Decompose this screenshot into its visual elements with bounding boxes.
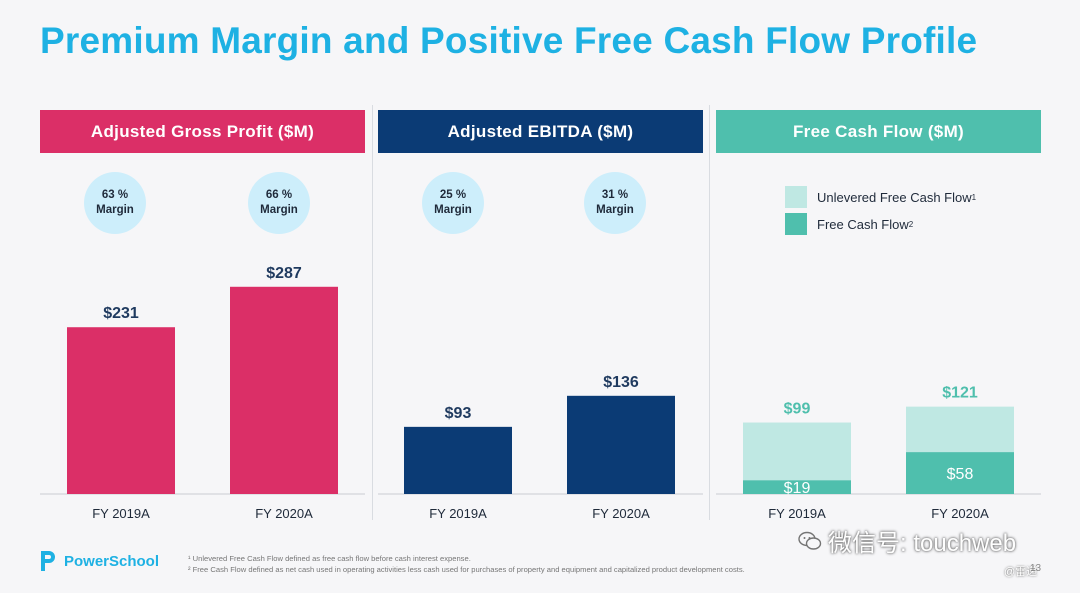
gross-profit-value-label-0: $231	[103, 305, 139, 322]
gross-profit-panel: Adjusted Gross Profit ($M)	[40, 110, 365, 520]
ebitda-margin-2020-value: 31 %	[601, 189, 629, 201]
gross-profit-bar-0	[67, 327, 175, 494]
ebitda-margin-2020-circle: 31 % Margin	[584, 172, 646, 234]
fcf-ufcf-value-label-0: $99	[784, 401, 811, 418]
ebitda-margin-2020-label: Margin	[596, 204, 634, 216]
ebitda-panel: Adjusted EBITDA ($M)	[378, 110, 703, 520]
wechat-watermark: 微信号: touchweb	[798, 523, 1016, 558]
footnotes: ¹ Unlevered Free Cash Flow defined as fr…	[188, 553, 745, 575]
divider-2	[709, 105, 710, 520]
fcf-header: Free Cash Flow ($M)	[716, 110, 1041, 153]
legend-fcf-swatch	[785, 213, 807, 235]
gross-margin-2019-value: 63 %	[101, 189, 129, 201]
logo-text: PowerSchool	[64, 552, 160, 570]
gross-profit-category-label-1: FY 2020A	[255, 506, 313, 521]
ebitda-bar-1	[567, 395, 675, 494]
fcf-fcf-bar-1	[906, 452, 1014, 494]
legend-fcf-label: Free Cash Flow	[817, 216, 909, 232]
slide-title: Premium Margin and Positive Free Cash Fl…	[40, 20, 978, 61]
fcf-panel: Free Cash Flow ($M)	[716, 110, 1041, 520]
watermark-sub: @雷递	[1004, 566, 1038, 578]
legend-fcf: Free Cash Flow 2	[785, 213, 913, 235]
ebitda-margin-2019-value: 25 %	[439, 189, 467, 201]
fcf-category-label-0: FY 2019A	[768, 506, 826, 521]
legend-ufcf-swatch	[785, 186, 807, 208]
fcf-ufcf-bar-0	[743, 422, 851, 481]
ebitda-value-label-0: $93	[445, 405, 472, 422]
fcf-fcf-value-label-0: $19	[784, 480, 811, 497]
gross-margin-2019-label: Margin	[96, 204, 134, 216]
ebitda-category-label-0: FY 2019A	[429, 506, 487, 521]
powerschool-logo: PowerSchool	[38, 549, 159, 573]
gross-profit-category-label-0: FY 2019A	[92, 506, 150, 521]
page-number: 13	[1030, 563, 1042, 574]
legend-ufcf-label: Unlevered Free Cash Flow	[817, 189, 972, 205]
ebitda-category-label-1: FY 2020A	[592, 506, 650, 521]
fcf-fcf-bar-0	[743, 480, 851, 494]
fcf-ufcf-value-label-1: $121	[942, 385, 978, 402]
watermark-text: 微信号: touchweb	[828, 530, 1017, 557]
fcf-ufcf-bar-1	[906, 406, 1014, 453]
wechat-icon	[798, 531, 822, 550]
gross-profit-bar-1	[230, 286, 338, 494]
footnote-2: ² Free Cash Flow defined as net cash use…	[188, 565, 745, 574]
gross-margin-2020-circle: 66 % Margin	[248, 172, 310, 234]
gross-margin-2019-circle: 63 % Margin	[84, 172, 146, 234]
gross-margin-2020-label: Margin	[260, 204, 298, 216]
divider-1	[372, 105, 373, 520]
ebitda-header: Adjusted EBITDA ($M)	[378, 110, 703, 153]
gross-margin-2020-value: 66 %	[265, 189, 293, 201]
gross-profit-value-label-1: $287	[266, 265, 302, 282]
ebitda-margin-2019-circle: 25 % Margin	[422, 172, 484, 234]
legend-ufcf-sup: 1	[971, 192, 977, 202]
legend-ufcf: Unlevered Free Cash Flow 1	[785, 186, 976, 208]
fcf-fcf-value-label-1: $58	[947, 466, 974, 483]
ebitda-margin-2019-label: Margin	[434, 204, 472, 216]
ebitda-bar-0	[404, 426, 512, 494]
fcf-category-label-1: FY 2020A	[931, 506, 989, 521]
powerschool-logo-icon	[41, 551, 55, 571]
ebitda-value-label-1: $136	[603, 374, 639, 391]
footnote-1: ¹ Unlevered Free Cash Flow defined as fr…	[188, 554, 471, 563]
legend-fcf-sup: 2	[908, 219, 914, 229]
gross-profit-header: Adjusted Gross Profit ($M)	[40, 110, 365, 153]
